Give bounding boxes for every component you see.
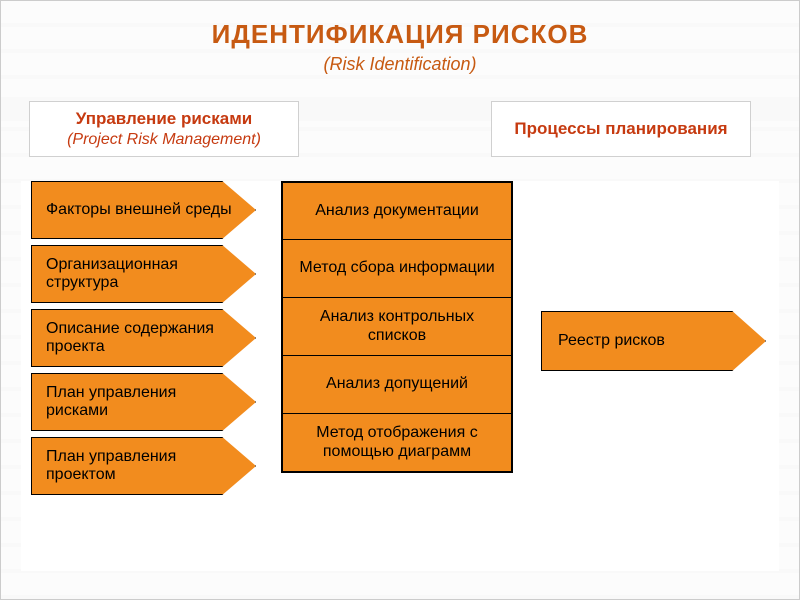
method-label: Анализ допущений [326, 375, 468, 393]
tab-risk-management: Управление рисками (Project Risk Managem… [29, 101, 299, 157]
input-label: План управления проектом [46, 448, 241, 485]
inputs-column: Факторы внешней среды Организационная ст… [31, 181, 256, 501]
input-box: Организационная структура [31, 245, 256, 303]
diagram-title: ИДЕНТИФИКАЦИЯ РИСКОВ [1, 19, 799, 50]
method-label: Анализ документации [315, 202, 479, 220]
method-box: Метод отображения с помощью диаграмм [282, 414, 512, 472]
input-label: План управления рисками [46, 384, 241, 421]
input-box: План управления проектом [31, 437, 256, 495]
output-box: Реестр рисков [541, 311, 766, 371]
input-label: Описание содержания проекта [46, 320, 241, 357]
tab-label: Процессы планирования [514, 118, 727, 139]
input-box: Описание содержания проекта [31, 309, 256, 367]
diagram-canvas: ИДЕНТИФИКАЦИЯ РИСКОВ (Risk Identificatio… [0, 0, 800, 600]
output-column: Реестр рисков [541, 311, 766, 377]
method-label: Анализ контрольных списков [291, 308, 503, 345]
method-box: Анализ контрольных списков [282, 298, 512, 356]
method-box: Анализ допущений [282, 356, 512, 414]
input-box: Факторы внешней среды [31, 181, 256, 239]
methods-column: Анализ документации Метод сбора информац… [281, 181, 513, 473]
category-tabs: Управление рисками (Project Risk Managem… [1, 101, 799, 157]
input-label: Факторы внешней среды [46, 201, 232, 219]
tab-planning-processes: Процессы планирования [491, 101, 751, 157]
method-box: Метод сбора информации [282, 240, 512, 298]
method-label: Метод отображения с помощью диаграмм [291, 424, 503, 461]
method-label: Метод сбора информации [299, 259, 494, 277]
tab-sublabel: (Project Risk Management) [67, 130, 261, 150]
method-box: Анализ документации [282, 182, 512, 240]
diagram-subtitle: (Risk Identification) [1, 54, 799, 75]
title-block: ИДЕНТИФИКАЦИЯ РИСКОВ (Risk Identificatio… [1, 19, 799, 75]
tab-label: Управление рисками [76, 108, 252, 129]
output-label: Реестр рисков [558, 332, 665, 350]
input-label: Организационная структура [46, 256, 241, 293]
input-box: План управления рисками [31, 373, 256, 431]
